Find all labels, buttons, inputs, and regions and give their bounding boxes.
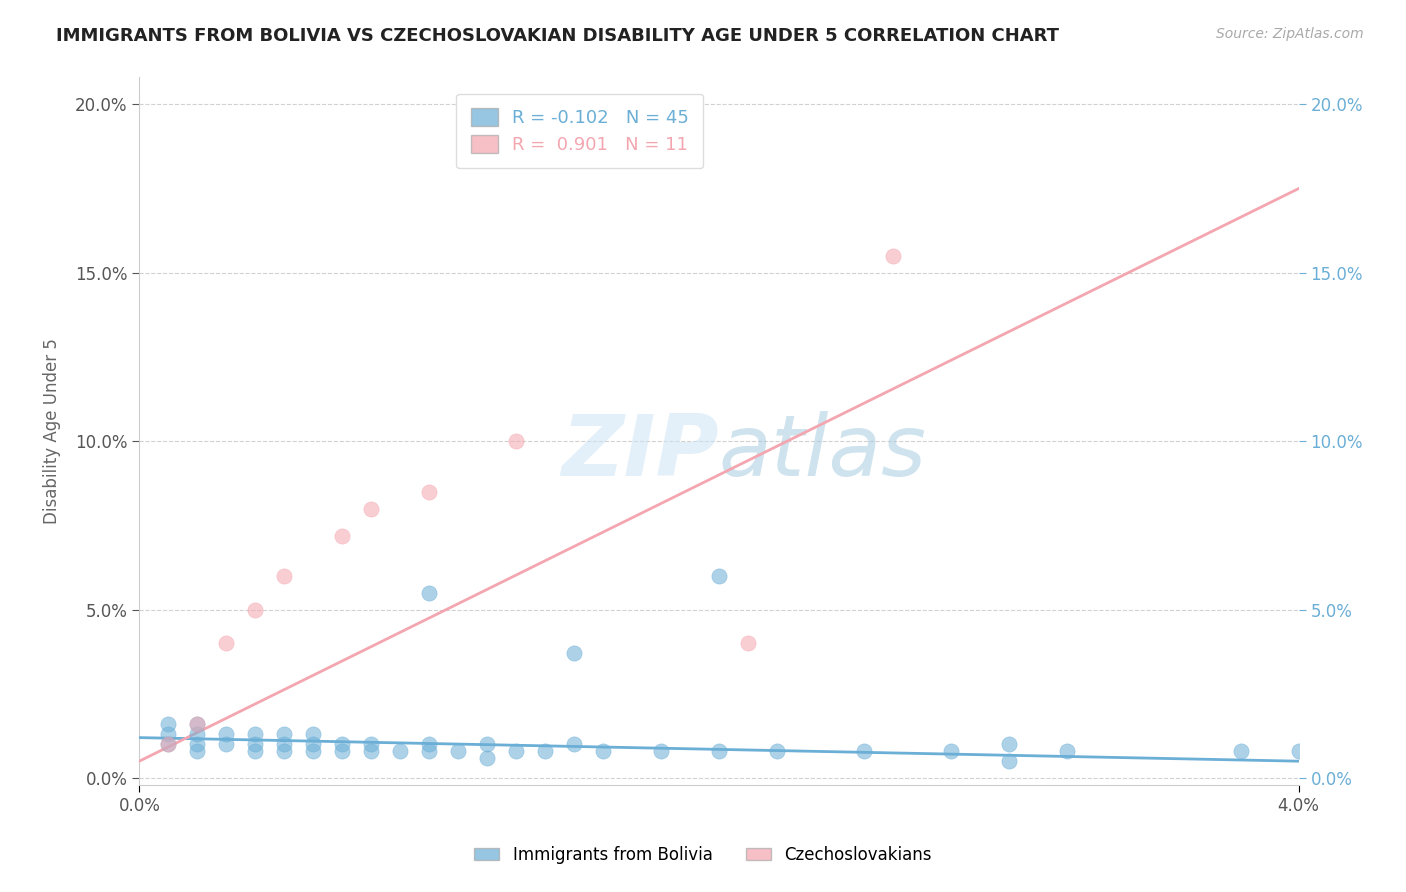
Point [852, 744, 875, 758]
Point [157, 717, 180, 731]
Point [157, 737, 180, 751]
Point [330, 528, 353, 542]
Point [475, 751, 498, 765]
Point [157, 737, 180, 751]
Point [707, 744, 730, 758]
Point [302, 744, 325, 758]
Point [1229, 744, 1251, 758]
Point [505, 434, 527, 449]
Legend: Immigrants from Bolivia, Czechoslovakians: Immigrants from Bolivia, Czechoslovakian… [468, 839, 938, 871]
Point [447, 744, 470, 758]
Point [186, 727, 208, 741]
Point [1056, 744, 1078, 758]
Point [245, 737, 267, 751]
Point [997, 737, 1019, 751]
Point [273, 569, 295, 583]
Point [215, 727, 238, 741]
Point [360, 737, 382, 751]
Point [215, 737, 238, 751]
Point [997, 754, 1019, 768]
Point [360, 744, 382, 758]
Point [273, 737, 295, 751]
Text: ZIP: ZIP [561, 411, 718, 494]
Y-axis label: Disability Age Under 5: Disability Age Under 5 [44, 338, 60, 524]
Legend: R = -0.102   N = 45, R =  0.901   N = 11: R = -0.102 N = 45, R = 0.901 N = 11 [456, 94, 703, 169]
Text: atlas: atlas [718, 411, 927, 494]
Point [389, 744, 412, 758]
Point [592, 744, 614, 758]
Point [418, 586, 440, 600]
Point [707, 569, 730, 583]
Point [882, 249, 904, 263]
Point [157, 727, 180, 741]
Point [245, 602, 267, 616]
Point [418, 737, 440, 751]
Point [418, 744, 440, 758]
Point [186, 737, 208, 751]
Text: IMMIGRANTS FROM BOLIVIA VS CZECHOSLOVAKIAN DISABILITY AGE UNDER 5 CORRELATION CH: IMMIGRANTS FROM BOLIVIA VS CZECHOSLOVAKI… [56, 27, 1059, 45]
Point [330, 744, 353, 758]
Point [215, 636, 238, 650]
Point [562, 647, 585, 661]
Point [418, 484, 440, 499]
Point [302, 737, 325, 751]
Point [505, 744, 527, 758]
Text: Source: ZipAtlas.com: Source: ZipAtlas.com [1216, 27, 1364, 41]
Point [186, 717, 208, 731]
Point [562, 737, 585, 751]
Point [360, 501, 382, 516]
Point [1288, 744, 1310, 758]
Point [186, 717, 208, 731]
Point [534, 744, 557, 758]
Point [245, 727, 267, 741]
Point [766, 744, 789, 758]
Point [186, 744, 208, 758]
Point [330, 737, 353, 751]
Point [273, 727, 295, 741]
Point [650, 744, 672, 758]
Point [475, 737, 498, 751]
Point [737, 636, 759, 650]
Point [245, 744, 267, 758]
Point [273, 744, 295, 758]
Point [939, 744, 962, 758]
Point [302, 727, 325, 741]
